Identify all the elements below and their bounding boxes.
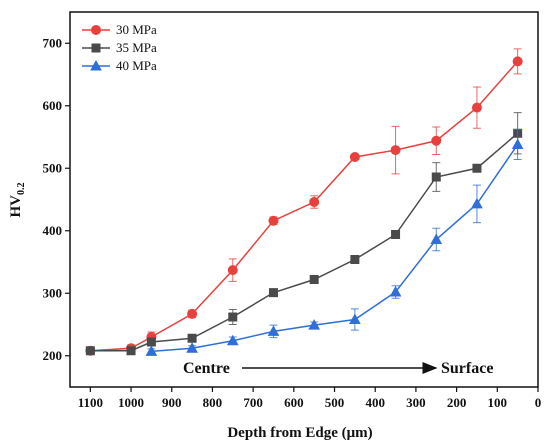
data-point-35-mpa [472, 163, 482, 173]
series-line-40-mpa [151, 144, 519, 353]
annotation-centre: Centre [183, 360, 230, 377]
y-tick-label: 700 [43, 35, 63, 50]
x-tick-label: 200 [447, 395, 467, 410]
data-point-35-mpa [309, 275, 319, 284]
annotation-surface: Surface [441, 360, 493, 377]
x-tick-label: 100 [488, 395, 508, 410]
data-point-35-mpa [228, 312, 238, 322]
y-tick-label: 200 [43, 348, 63, 363]
series-line-30-mpa [90, 60, 519, 352]
data-point-40-mpa [308, 319, 321, 330]
legend-marker-35-mpa [91, 43, 101, 53]
data-point-30-mpa [227, 265, 238, 276]
x-tick-label: 700 [243, 395, 263, 410]
y-axis-title: HV0.2 [8, 183, 27, 218]
data-point-35-mpa [268, 288, 278, 298]
data-point-40-mpa [145, 345, 158, 356]
data-point-30-mpa [471, 102, 482, 113]
data-point-35-mpa [391, 230, 401, 239]
data-point-35-mpa [146, 337, 156, 347]
plot-layer: 1100 1000 900 800 700 600 500 400 300 200 100 02003… [43, 35, 542, 410]
data-point-30-mpa [349, 152, 360, 162]
legend-label-40-mpa: 40 MPa [116, 58, 157, 73]
data-point-30-mpa [268, 215, 279, 226]
data-point-40-mpa [349, 313, 361, 324]
data-point-40-mpa [226, 334, 239, 346]
x-tick-label: 0 [535, 395, 542, 410]
x-tick-label: 1100 [78, 395, 103, 410]
x-tick-label: 600 [284, 395, 304, 410]
y-tick-label: 500 [43, 160, 63, 175]
y-axis-title-sub: 0.2 [16, 183, 27, 196]
data-point-35-mpa [350, 255, 360, 264]
x-tick-label: 300 [406, 395, 426, 410]
data-point-40-mpa [430, 233, 443, 244]
data-point-30-mpa [187, 308, 198, 319]
y-tick-label: 600 [43, 98, 63, 113]
data-point-30-mpa [309, 197, 320, 207]
x-tick-label: 1000 [118, 395, 144, 410]
legend-label-30-mpa: 30 MPa [116, 22, 157, 37]
data-point-35-mpa [85, 346, 95, 356]
legend: 30 MPa 35 MPa 40 MPa [82, 22, 157, 73]
data-point-35-mpa [126, 346, 136, 356]
data-point-40-mpa [389, 285, 402, 297]
data-point-40-mpa [267, 325, 280, 336]
x-tick-label: 900 [162, 395, 182, 410]
data-point-40-mpa [511, 138, 524, 149]
data-point-40-mpa [186, 342, 198, 353]
data-point-35-mpa [187, 333, 197, 343]
data-point-35-mpa [431, 172, 441, 182]
data-point-40-mpa [471, 197, 483, 209]
x-tick-label: 800 [203, 395, 223, 410]
plot-frame [69, 11, 539, 388]
y-tick-label: 400 [43, 223, 63, 238]
x-tick-label: 500 [325, 395, 345, 410]
legend-marker-40-mpa [90, 59, 102, 71]
data-point-30-mpa [431, 135, 442, 146]
y-axis-title-main: HV [8, 195, 24, 218]
data-point-30-mpa [512, 56, 523, 67]
x-axis-title: Depth from Edge (μm) [227, 425, 372, 441]
legend-marker-30-mpa [91, 25, 101, 35]
series-line-35-mpa [90, 132, 519, 352]
y-tick-label: 300 [43, 285, 63, 300]
x-tick-label: 400 [365, 395, 385, 410]
data-point-30-mpa [390, 145, 401, 156]
legend-label-35-mpa: 35 MPa [116, 40, 157, 55]
